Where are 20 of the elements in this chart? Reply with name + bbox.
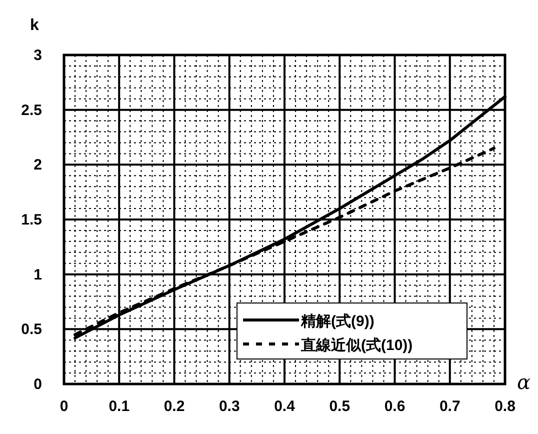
y-tick-label: 1 xyxy=(34,266,42,284)
legend-label: 精解(式(9)) xyxy=(300,313,374,330)
x-tick-label: 0.4 xyxy=(274,398,296,415)
y-tick-label: 2 xyxy=(34,156,42,174)
x-tick-label: 0.6 xyxy=(384,398,406,415)
y-tick-label: 3 xyxy=(34,47,42,64)
legend-label: 直線近似(式(10)) xyxy=(300,337,413,354)
x-tick-label: 0.1 xyxy=(108,398,130,415)
x-tick-label: 0.2 xyxy=(164,398,185,415)
y-axis-title: k xyxy=(30,17,39,34)
y-tick-label: 0.5 xyxy=(21,321,42,338)
x-tick-label: 0.5 xyxy=(329,398,350,415)
x-tick-label: 0.7 xyxy=(439,398,460,415)
x-tick-label: 0 xyxy=(60,398,68,415)
x-axis-title: α xyxy=(517,370,531,394)
y-tick-label: 1.5 xyxy=(21,212,42,228)
x-tick-label: 0.3 xyxy=(218,398,240,415)
y-tick-label: 2.5 xyxy=(21,102,42,119)
y-tick-label: 0 xyxy=(34,376,42,393)
x-tick-label: 0.8 xyxy=(494,398,516,415)
